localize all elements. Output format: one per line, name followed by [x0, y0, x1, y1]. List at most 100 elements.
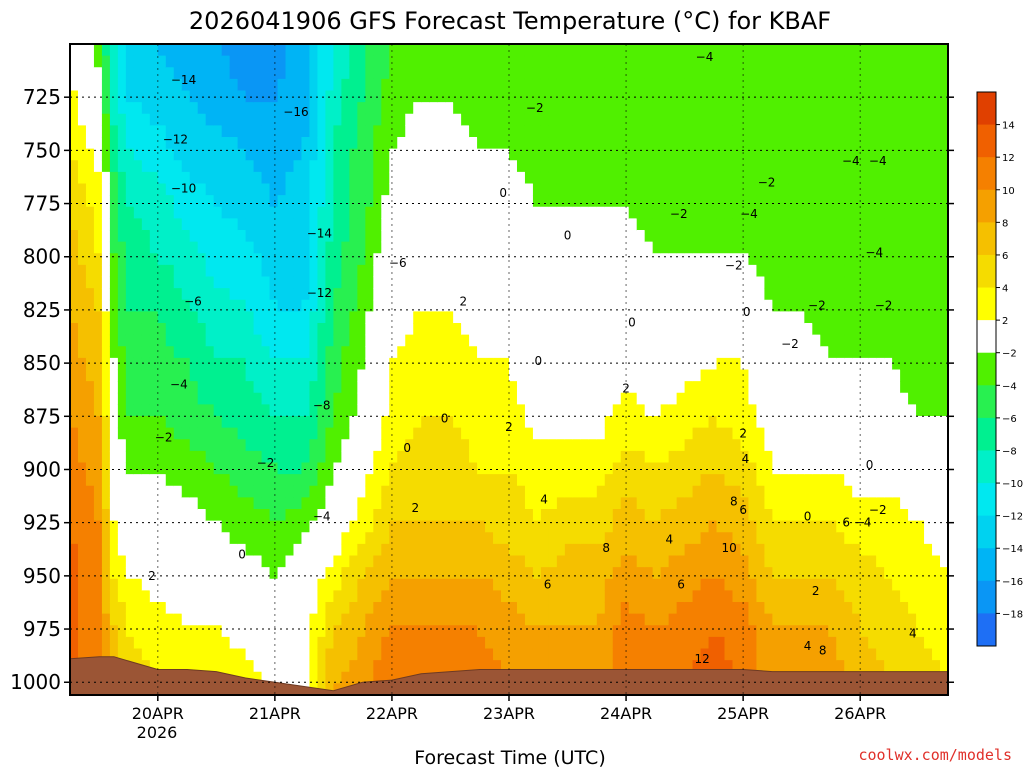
field-cell [349, 183, 358, 196]
field-cell [381, 509, 390, 522]
field-cell [772, 485, 781, 498]
field-cell [293, 171, 303, 185]
field-cell [516, 253, 526, 266]
field-cell [501, 474, 510, 487]
field-cell [301, 555, 311, 568]
field-cell [309, 102, 319, 115]
field-cell [333, 44, 342, 57]
field-cell [317, 288, 327, 301]
field-cell [516, 636, 526, 650]
field-cell [668, 602, 678, 615]
field-cell [692, 416, 702, 429]
field-cell [253, 648, 263, 661]
field-cell [540, 567, 550, 580]
field-cell [540, 369, 550, 382]
field-cell [708, 44, 718, 57]
field-cell [173, 520, 183, 533]
field-cell [101, 485, 111, 498]
field-cell [437, 218, 446, 231]
field-cell [580, 474, 590, 487]
field-cell [165, 125, 175, 138]
field-cell [397, 311, 406, 324]
field-cell [644, 427, 654, 440]
field-cell [149, 334, 159, 347]
field-cell [604, 520, 614, 533]
field-cell [221, 427, 231, 440]
field-cell [181, 636, 191, 650]
field-cell [269, 55, 279, 68]
field-cell [317, 90, 327, 103]
field-cell [700, 253, 710, 266]
field-cell [660, 160, 670, 173]
field-cell [101, 288, 111, 301]
field-cell [612, 648, 622, 661]
field-cell [109, 497, 119, 510]
field-cell [445, 636, 454, 650]
field-cell [413, 241, 422, 254]
field-cell [684, 230, 694, 243]
field-cell [205, 230, 215, 243]
field-cell [532, 334, 542, 347]
field-cell [357, 462, 366, 475]
field-cell [181, 44, 191, 57]
field-cell [309, 509, 319, 522]
field-cell [540, 44, 550, 57]
field-cell [173, 462, 183, 475]
field-cell [748, 125, 758, 138]
field-cell [445, 590, 454, 603]
field-cell [221, 416, 231, 429]
field-cell [469, 567, 478, 580]
field-cell [253, 67, 263, 80]
field-cell [285, 357, 295, 371]
field-cell [157, 311, 167, 324]
field-cell [429, 462, 438, 475]
field-cell [181, 102, 191, 115]
field-cell [604, 90, 614, 103]
field-cell [397, 55, 406, 68]
field-cell [748, 346, 758, 359]
field-cell [93, 311, 103, 324]
field-cell [237, 485, 247, 498]
field-cell [70, 636, 79, 650]
field-cell [485, 404, 494, 417]
field-cell [213, 171, 223, 185]
field-cell [389, 578, 398, 591]
field-cell [548, 137, 558, 150]
field-cell [548, 625, 558, 638]
field-cell [748, 474, 758, 487]
field-cell [293, 381, 303, 394]
field-cell [277, 299, 287, 312]
field-cell [469, 323, 478, 336]
field-cell [548, 113, 558, 126]
field-cell [445, 346, 454, 359]
field-cell [341, 334, 350, 347]
field-cell [309, 497, 319, 510]
field-cell [309, 44, 319, 57]
field-cell [421, 462, 430, 475]
field-cell [477, 264, 486, 278]
field-cell [708, 392, 718, 405]
field-cell [285, 183, 295, 196]
field-cell [285, 230, 295, 243]
field-cell [461, 450, 470, 464]
field-cell [165, 241, 175, 254]
field-cell [764, 288, 773, 301]
field-cell [612, 90, 622, 103]
field-cell [676, 474, 686, 487]
field-cell [700, 404, 710, 417]
field-cell [540, 520, 550, 533]
field-cell [397, 590, 406, 603]
field-cell [237, 264, 247, 278]
field-cell [301, 439, 311, 452]
field-cell [381, 416, 390, 429]
field-cell [413, 543, 422, 557]
field-cell [381, 299, 390, 312]
field-cell [636, 357, 646, 371]
field-cell [397, 462, 406, 475]
field-cell [189, 44, 199, 57]
field-cell [437, 543, 446, 557]
field-cell [772, 160, 781, 173]
field-cell [596, 311, 606, 324]
field-cell [181, 276, 191, 289]
field-cell [285, 613, 295, 626]
